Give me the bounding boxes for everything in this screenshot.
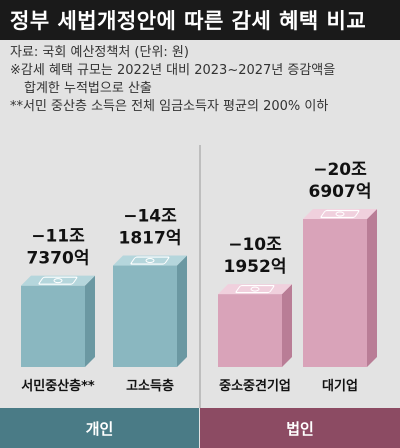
value-label-4-1: −20조 — [313, 160, 367, 180]
group-label-individual: 개인 — [0, 408, 199, 448]
value-label-3-2: 1952억 — [224, 257, 287, 277]
bar-side — [282, 284, 292, 367]
banknote-icon — [320, 209, 360, 219]
note-line-1: ※감세 혜택 규모는 2022년 대비 2023~2027년 증감액을 — [10, 63, 336, 78]
category-label-1: 서민중산층** — [21, 378, 95, 394]
chart-title: 정부 세법개정안에 따른 감세 혜택 비교 — [0, 0, 400, 40]
bar-front — [21, 285, 85, 367]
banknote-icon — [38, 276, 78, 285]
source-note: 자료: 국회 예산정책처 (단위: 원) — [10, 45, 189, 60]
bar-4 — [303, 209, 377, 367]
bar-side — [177, 255, 187, 367]
value-label-1-2: 7370억 — [27, 249, 90, 269]
category-label-4: 대기업 — [322, 379, 358, 394]
category-label-2: 고소득층 — [126, 378, 174, 394]
note-line-3: **서민 중산층 소득은 전체 임금소득자 평균의 200% 이하 — [10, 99, 329, 114]
bar-2 — [113, 255, 187, 367]
value-label-2-2: 1817억 — [119, 229, 182, 249]
bar-front — [218, 294, 282, 367]
value-label-2-1: −14조 — [123, 207, 177, 227]
banknote-center-icon — [53, 278, 63, 284]
group-label-corporate: 법인 — [200, 408, 400, 448]
bar-side — [367, 209, 377, 367]
bar-1 — [21, 275, 95, 367]
notes-block: 자료: 국회 예산정책처 (단위: 원) ※감세 혜택 규모는 2022년 대비… — [10, 44, 395, 116]
bar-front — [303, 219, 367, 367]
banknote-center-icon — [145, 258, 155, 264]
category-label-3: 중소중견기업 — [219, 378, 291, 394]
banknote-icon — [130, 256, 170, 265]
banknote-icon — [235, 284, 275, 294]
value-label-3-1: −10조 — [228, 235, 282, 255]
bar-side — [85, 275, 95, 367]
banknote-center-icon — [335, 211, 345, 217]
bar-front — [113, 265, 177, 367]
banknote-center-icon — [250, 286, 260, 292]
value-label-1-1: −11조 — [31, 227, 85, 247]
value-label-4-2: 6907억 — [309, 182, 372, 202]
bar-3 — [218, 284, 292, 367]
note-line-2: 합계한 누적법으로 산출 — [24, 81, 152, 96]
